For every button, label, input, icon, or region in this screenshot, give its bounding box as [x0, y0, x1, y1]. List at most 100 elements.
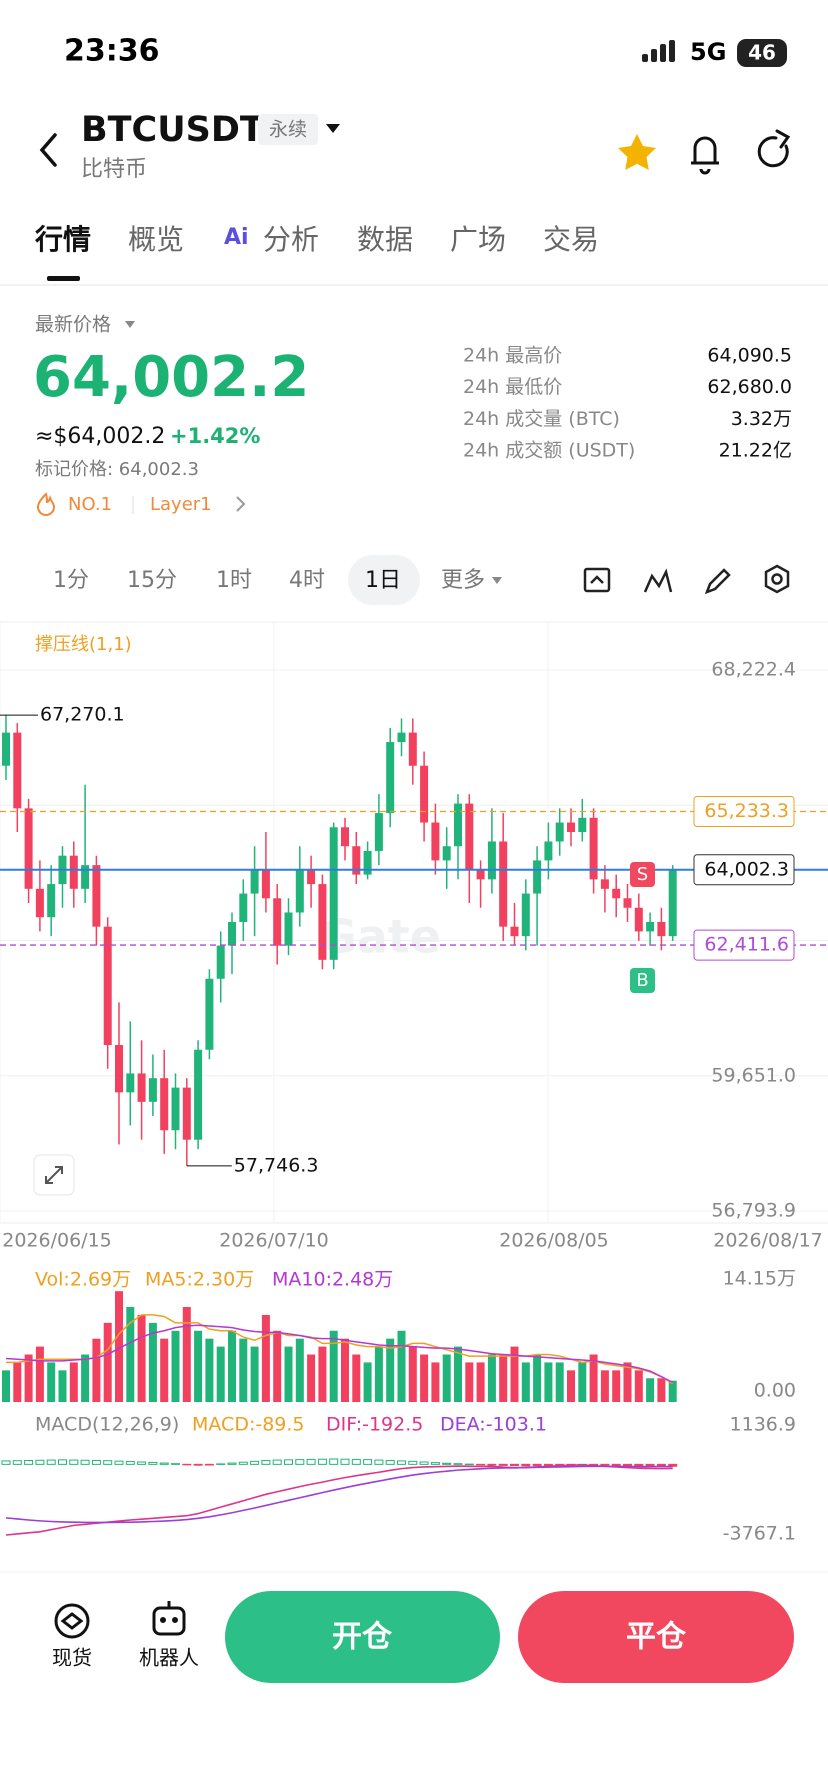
volume-bar — [589, 1354, 598, 1402]
volume-bar — [408, 1346, 417, 1402]
refresh-icon[interactable] — [757, 129, 791, 168]
candle-body — [555, 822, 564, 842]
macd-bar — [272, 1459, 282, 1465]
price-line-label: 62,411.6 — [704, 934, 789, 956]
macd-bar — [24, 1459, 34, 1465]
volume-bar — [216, 1346, 225, 1402]
close-label[interactable]: 平仓 — [626, 1620, 687, 1655]
macd-bar — [476, 1463, 486, 1466]
timeframe[interactable]: 更多 — [441, 568, 485, 593]
spot-label[interactable]: 现货 — [52, 1646, 92, 1670]
symbol-dropdown[interactable] — [326, 124, 340, 133]
macd-bar — [238, 1461, 248, 1465]
candle-body — [47, 884, 56, 918]
volume-bar — [544, 1362, 553, 1402]
back-button[interactable] — [39, 133, 57, 167]
macd-bar — [487, 1463, 497, 1466]
chart-tools[interactable] — [583, 564, 790, 595]
candle-body — [92, 865, 101, 927]
candle-body — [374, 813, 383, 851]
rank: NO.1 — [68, 494, 112, 515]
volume-bar — [533, 1354, 542, 1402]
volume-bar — [160, 1338, 169, 1402]
macd-bar — [193, 1463, 203, 1466]
buy-marker — [630, 968, 655, 993]
bot-icon[interactable] — [152, 1601, 186, 1636]
macd-bar — [419, 1461, 429, 1465]
tab[interactable]: 数据 — [357, 223, 413, 256]
price-line-label: 65,233.3 — [704, 800, 789, 822]
spot-icon[interactable] — [54, 1603, 90, 1639]
last-price: 64,002.2 — [33, 345, 309, 410]
volume-bar — [363, 1362, 372, 1402]
candle-body — [668, 869, 677, 937]
tab[interactable]: 概览 — [128, 223, 184, 256]
candle-body — [81, 865, 90, 889]
volume-bar — [600, 1370, 609, 1402]
macd-bar — [668, 1463, 678, 1467]
bell-icon[interactable] — [691, 136, 719, 175]
tag-chevron — [236, 496, 246, 512]
volume-bar — [307, 1354, 316, 1402]
candle-body — [182, 1087, 191, 1140]
macd-bar — [148, 1461, 158, 1465]
sell-marker-label: S — [637, 864, 648, 885]
macd-bar — [137, 1461, 147, 1465]
volume-bar — [194, 1330, 203, 1402]
sector-tag[interactable]: Layer1 — [150, 494, 212, 515]
mark-price: 标记价格: 64,002.3 — [35, 459, 199, 480]
candle-body — [476, 869, 485, 880]
close-button[interactable] — [518, 1591, 794, 1683]
candle-body — [2, 732, 10, 766]
buy-marker-label: B — [636, 970, 648, 991]
timeframes: 1分 15分 1时 4时 1日 更多 — [53, 568, 485, 593]
tab[interactable]: 交易 — [543, 223, 599, 256]
macd-bar — [1, 1460, 11, 1465]
candle-body — [589, 817, 598, 880]
volume-bar — [657, 1378, 666, 1402]
volume-bar — [115, 1291, 123, 1402]
bot-label[interactable]: 机器人 — [139, 1646, 199, 1670]
tab[interactable]: 分析 — [263, 223, 319, 256]
selected-timeframe-bg — [348, 555, 420, 605]
candle-body — [465, 803, 474, 870]
candle-body — [295, 869, 304, 913]
volume-bar — [487, 1354, 496, 1402]
price-dropdown[interactable] — [125, 321, 135, 328]
y-tick-label: 0.00 — [754, 1380, 796, 1402]
macd-bar — [464, 1463, 474, 1466]
candle-body — [148, 1078, 157, 1102]
volume-bar — [420, 1354, 429, 1402]
timeframe[interactable]: 1分 — [53, 568, 89, 593]
candle-body — [646, 921, 655, 932]
candle-body — [137, 1073, 146, 1102]
more-dropdown[interactable] — [492, 577, 502, 584]
timeframe[interactable]: 1时 — [216, 568, 252, 593]
macd-bar — [329, 1458, 339, 1465]
favorite-star[interactable] — [618, 134, 656, 170]
open-button[interactable] — [225, 1591, 500, 1683]
fullscreen-icon — [45, 1166, 63, 1184]
candle-body — [160, 1078, 169, 1131]
y-tick-label: 56,793.9 — [711, 1200, 796, 1222]
volume-bar — [510, 1346, 519, 1402]
tab[interactable]: 行情 — [34, 223, 91, 256]
timeframe[interactable]: 4时 — [289, 568, 325, 593]
volume-bar — [35, 1346, 44, 1402]
volume-bar — [137, 1314, 146, 1402]
macd-bar — [295, 1459, 305, 1465]
timeframe[interactable]: 15分 — [127, 568, 177, 593]
price-line-box — [693, 929, 795, 961]
volume-bar — [386, 1338, 395, 1402]
candle-body — [657, 921, 666, 937]
volume-bar — [24, 1354, 33, 1402]
macd-bar — [159, 1462, 169, 1465]
tab[interactable]: 广场 — [450, 223, 506, 256]
candle-body — [612, 888, 621, 899]
stat-value: 64,090.5 — [707, 345, 792, 367]
open-label[interactable]: 开仓 — [332, 1620, 393, 1655]
candle-body — [239, 893, 248, 922]
timeframe[interactable]: 1日 — [365, 568, 401, 593]
macd-bar — [103, 1460, 113, 1465]
macd-bar — [306, 1458, 316, 1465]
